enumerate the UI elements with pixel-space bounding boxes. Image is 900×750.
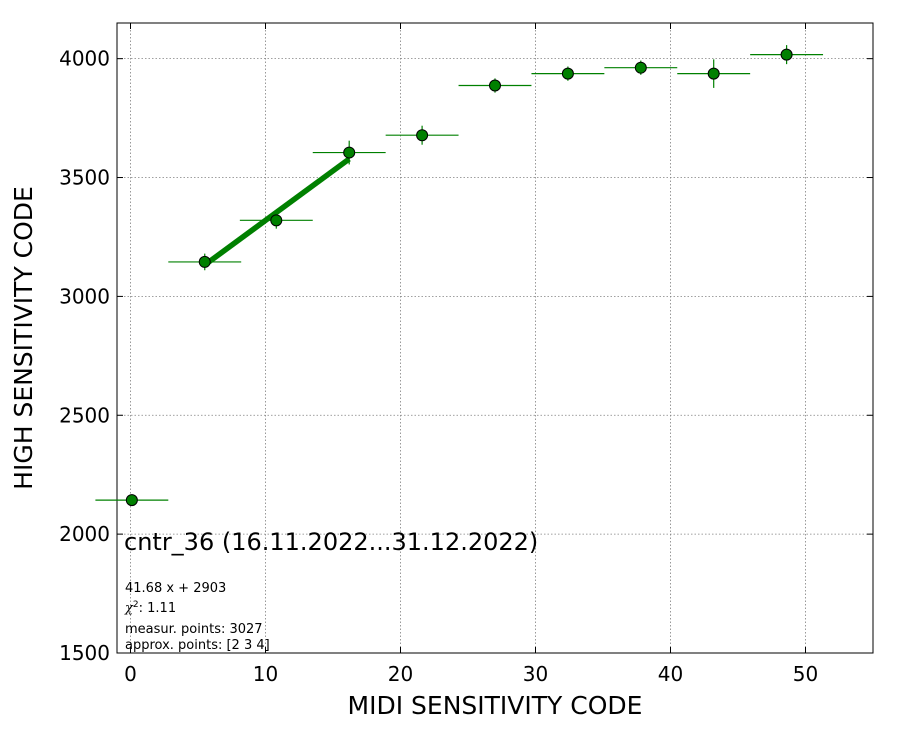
grid <box>117 23 873 654</box>
data-point <box>125 494 138 507</box>
y-axis-label: HIGH SENSITIVITY CODE <box>9 186 38 490</box>
y-tick-label: 2500 <box>59 403 110 427</box>
x-tick-label: 40 <box>658 662 683 686</box>
data-point <box>416 129 429 142</box>
data-point <box>707 67 720 80</box>
annotation-chi2: χ2: 1.11 <box>124 600 176 616</box>
data-point <box>198 255 211 268</box>
data-markers <box>125 48 793 507</box>
x-tick-label: 20 <box>388 662 413 686</box>
y-tick-label: 3000 <box>59 284 110 308</box>
x-tick-label: 50 <box>793 662 818 686</box>
data-point <box>489 79 501 92</box>
x-tick-label: 0 <box>124 662 137 686</box>
ticks <box>117 23 873 654</box>
y-tick-label: 2000 <box>59 522 110 546</box>
y-tick-label: 1500 <box>59 641 110 665</box>
data-point <box>634 61 647 74</box>
y-tick-label: 4000 <box>59 47 110 71</box>
annotation-equation: 41.68 x + 2903 <box>125 581 226 596</box>
tick-labels: 0 10 20 30 40 50 1500 2000 2500 3000 3500 4000 <box>59 47 818 686</box>
data-point <box>343 146 356 159</box>
annotation-approx-points: approx. points: [2 3 4] <box>125 638 270 653</box>
x-tick-label: 10 <box>253 662 278 686</box>
fit-line <box>203 156 351 268</box>
data-point <box>270 214 283 227</box>
annotation-chi2-value: 1.11 <box>147 601 176 616</box>
data-point <box>561 67 574 80</box>
data-point <box>780 48 793 61</box>
y-tick-label: 3500 <box>59 166 110 190</box>
error-bars <box>95 45 824 501</box>
annotation-measur-points: measur. points: 3027 <box>125 622 263 637</box>
x-tick-label: 30 <box>523 662 548 686</box>
annotation-title: cntr_36 (16.11.2022...31.12.2022) <box>124 528 538 556</box>
x-axis-label: MIDI SENSITIVITY CODE <box>348 691 643 720</box>
plot-frame <box>116 22 874 654</box>
